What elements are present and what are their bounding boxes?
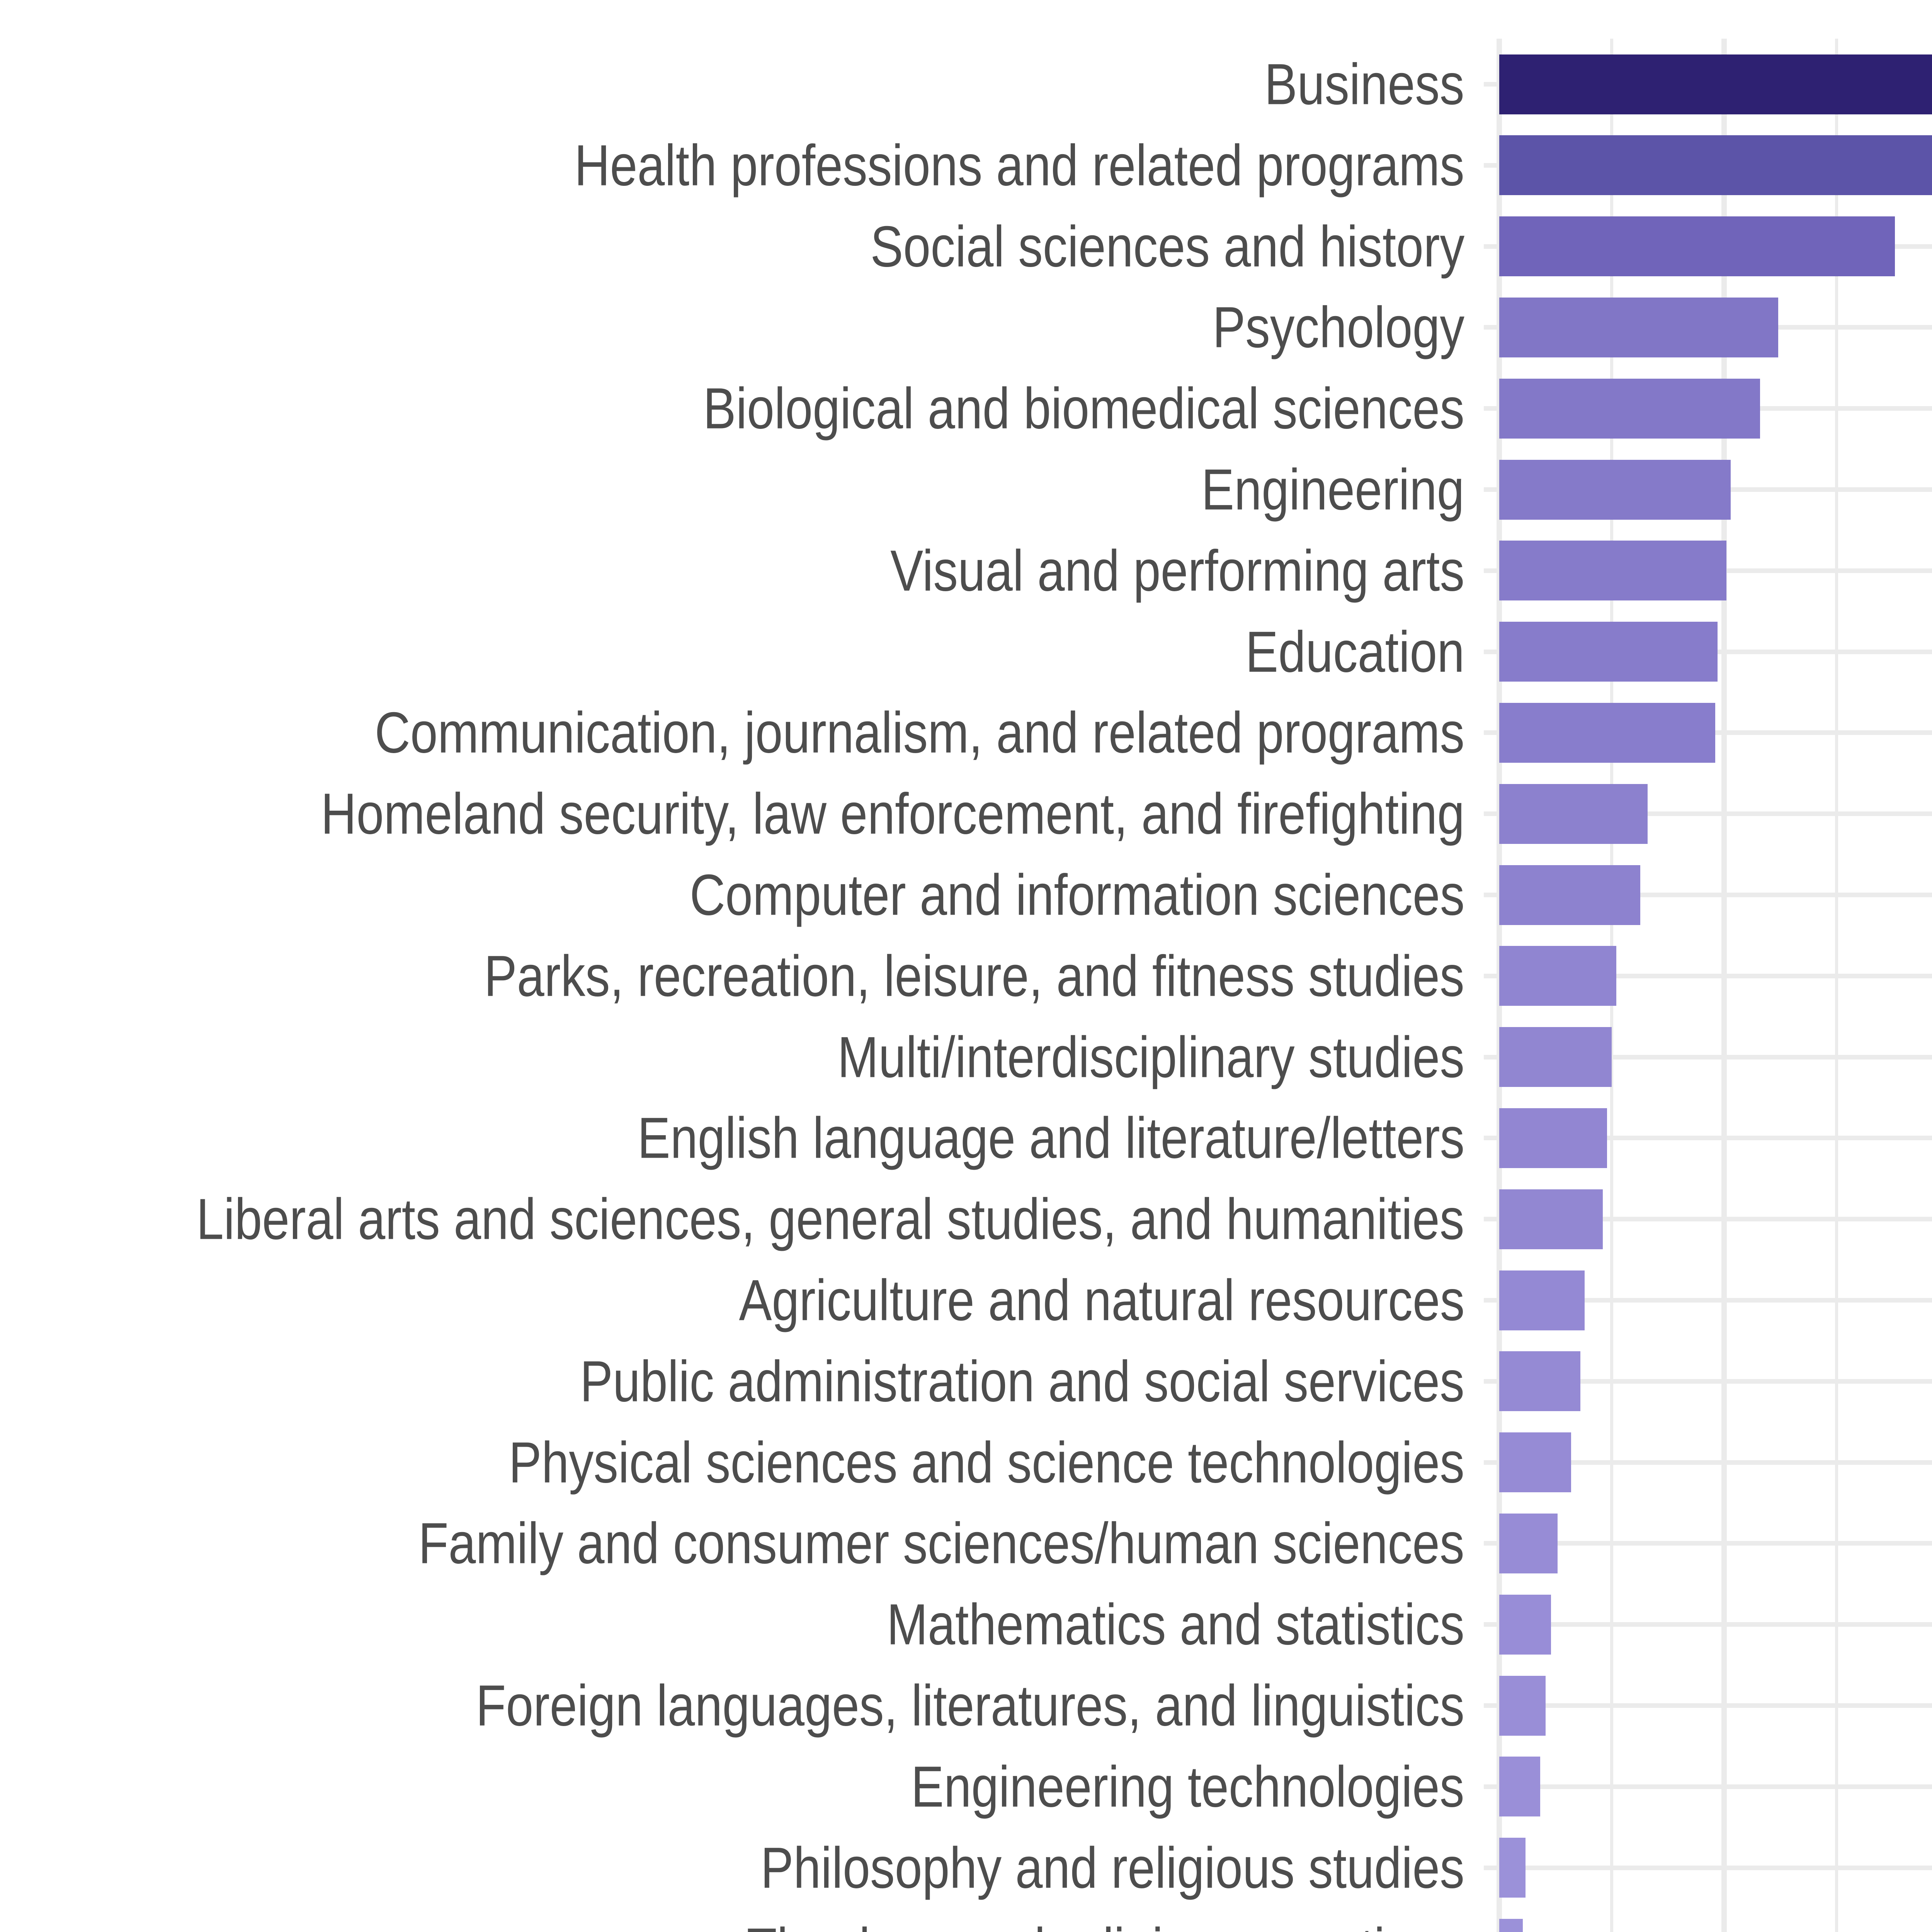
gridline-major-y [1484, 1298, 1932, 1303]
y-axis-label: Liberal arts and sciences, general studi… [196, 1186, 1464, 1252]
y-axis-label: Social sciences and history [870, 214, 1464, 279]
gridline-major-y [1484, 1541, 1932, 1546]
y-axis-label: Engineering [1201, 457, 1464, 522]
bar [1499, 1351, 1580, 1412]
bar [1499, 1270, 1585, 1330]
gridline-major-y [1484, 1703, 1932, 1708]
bar [1499, 1027, 1612, 1087]
bar [1499, 1594, 1551, 1655]
bar [1499, 1432, 1571, 1493]
y-axis-label: Biological and biomedical sciences [703, 376, 1464, 441]
bar [1499, 946, 1616, 1006]
gridline-minor-x [1835, 39, 1838, 1932]
bar [1499, 297, 1778, 357]
y-axis-label: Health professions and related programs [574, 133, 1464, 198]
y-axis-label: Visual and performing arts [890, 538, 1464, 603]
bar [1499, 1838, 1526, 1898]
bar [1499, 1918, 1523, 1932]
gridline-major-y [1484, 1379, 1932, 1384]
bar [1499, 54, 1932, 114]
bar [1499, 459, 1731, 520]
y-axis-label: Foreign languages, literatures, and ling… [476, 1673, 1464, 1738]
y-axis-label: Agriculture and natural resources [738, 1267, 1464, 1333]
bar [1499, 1513, 1558, 1573]
gridline-major-y [1484, 1460, 1932, 1465]
y-axis-label: Psychology [1212, 294, 1464, 360]
y-axis-label: Education [1245, 619, 1464, 684]
bar [1499, 1189, 1603, 1249]
y-axis-label: Theology and religious vocations [747, 1915, 1464, 1932]
y-axis-label: Family and consumer sciences/human scien… [418, 1510, 1464, 1576]
y-axis-label: Multi/interdisciplinary studies [837, 1024, 1464, 1090]
y-axis-label: Computer and information sciences [689, 862, 1464, 927]
bar [1499, 784, 1648, 844]
y-axis-label: Homeland security, law enforcement, and … [321, 781, 1464, 846]
bar [1499, 216, 1895, 277]
bar [1499, 622, 1718, 682]
bar [1499, 378, 1760, 439]
plot-panel [1484, 39, 1932, 1932]
y-axis-label: Public administration and social service… [580, 1349, 1464, 1414]
y-axis-label: Mathematics and statistics [886, 1592, 1464, 1657]
gridline-major-y [1484, 1865, 1932, 1870]
y-axis-label: Engineering technologies [911, 1754, 1464, 1819]
bar [1499, 702, 1715, 763]
y-axis-label: Parks, recreation, leisure, and fitness … [484, 943, 1464, 1009]
y-axis-label: Philosophy and religious studies [760, 1835, 1464, 1900]
gridline-major-y [1484, 1784, 1932, 1789]
bar [1499, 541, 1726, 601]
y-axis-label: Communication, journalism, and related p… [374, 700, 1464, 765]
bar [1499, 1675, 1546, 1736]
bar [1499, 865, 1641, 925]
y-axis-label: Business [1264, 51, 1464, 117]
bar [1499, 1108, 1607, 1168]
y-axis-label: English language and literature/letters [637, 1105, 1464, 1170]
bar [1499, 135, 1932, 196]
bar [1499, 1757, 1540, 1817]
gridline-major-y [1484, 1622, 1932, 1627]
y-axis-label: Physical sciences and science technologi… [509, 1430, 1465, 1495]
